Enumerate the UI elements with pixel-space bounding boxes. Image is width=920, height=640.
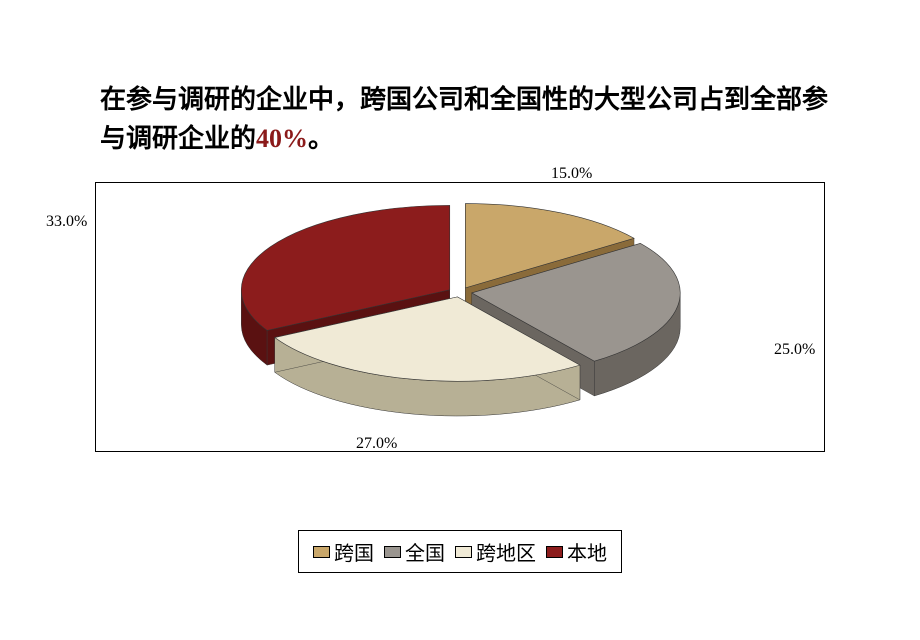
legend-item: 跨国 [313, 537, 374, 566]
chart-title: 在参与调研的企业中，跨国公司和全国性的大型公司占到全部参与调研企业的40%。 [100, 80, 830, 158]
legend-swatch [455, 546, 472, 558]
legend-swatch [313, 546, 330, 558]
pie-data-label: 15.0% [551, 165, 592, 183]
legend-label: 跨国 [334, 537, 374, 566]
legend-swatch [384, 546, 401, 558]
legend-label: 跨地区 [476, 537, 536, 566]
legend-item: 全国 [384, 537, 445, 566]
pie-chart-frame: 15.0%25.0%27.0%33.0% [95, 182, 825, 452]
pie-data-label: 25.0% [774, 341, 815, 359]
legend: 跨国 全国 跨地区 本地 [298, 530, 622, 573]
title-prefix: 在参与调研的企业中，跨国公司和全国性的大型公司占到全部参与调研企业的 [100, 85, 828, 153]
legend-label: 全国 [405, 537, 445, 566]
legend-item: 本地 [546, 537, 607, 566]
title-suffix: 。 [308, 124, 334, 153]
legend-label: 本地 [567, 537, 607, 566]
legend-item: 跨地区 [455, 537, 536, 566]
legend-swatch [546, 546, 563, 558]
pie-data-label: 33.0% [46, 213, 87, 231]
pie-chart-svg [96, 183, 824, 451]
title-highlight: 40% [256, 124, 308, 153]
pie-data-label: 27.0% [356, 435, 397, 453]
